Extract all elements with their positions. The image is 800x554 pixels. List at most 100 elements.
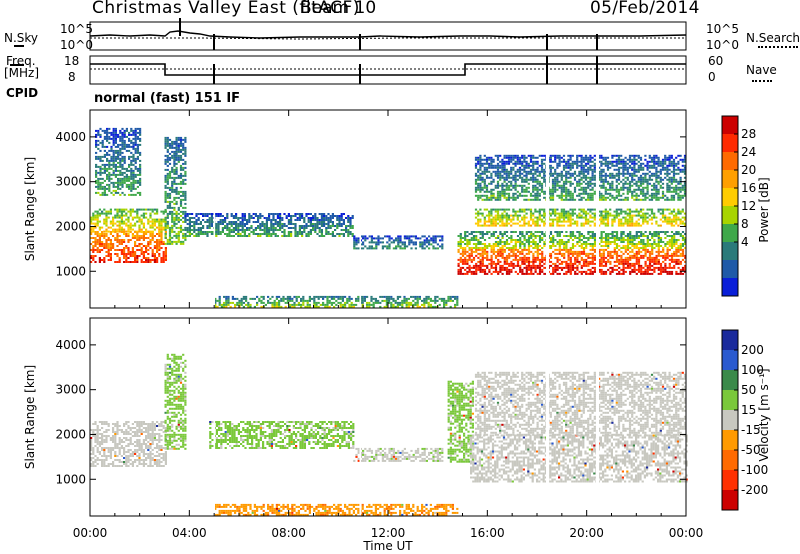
heatmap-cell bbox=[366, 237, 369, 240]
heatmap-cell bbox=[653, 260, 656, 263]
heatmap-cell bbox=[622, 231, 625, 233]
heatmap-cell bbox=[644, 270, 647, 273]
heatmap-cell bbox=[199, 221, 202, 223]
heatmap-cell bbox=[120, 210, 123, 213]
heatmap-cell bbox=[567, 248, 570, 251]
heatmap-cell bbox=[142, 239, 145, 241]
heatmap-cell bbox=[477, 174, 480, 177]
heatmap-cell bbox=[490, 208, 493, 211]
heatmap-cell bbox=[459, 247, 462, 249]
heatmap-cell bbox=[171, 184, 174, 187]
heatmap-cell bbox=[234, 303, 237, 306]
heatmap-cell bbox=[232, 229, 235, 231]
heatmap-cell bbox=[536, 254, 539, 257]
heatmap-cell bbox=[562, 208, 566, 211]
heatmap-cell bbox=[231, 297, 234, 300]
heatmap-cell bbox=[330, 295, 333, 298]
heatmap-cell bbox=[308, 299, 311, 302]
heatmap-cell bbox=[179, 228, 183, 231]
heatmap-cell bbox=[268, 215, 271, 217]
heatmap-cell bbox=[490, 166, 493, 169]
heatmap-cell bbox=[516, 154, 519, 157]
heatmap-cell bbox=[237, 233, 240, 235]
heatmap-cell bbox=[521, 262, 524, 265]
heatmap-cell bbox=[394, 305, 397, 308]
heatmap-cell bbox=[114, 230, 117, 233]
heatmap-cell bbox=[483, 158, 486, 161]
heatmap-cell bbox=[105, 235, 108, 237]
heatmap-cell bbox=[125, 129, 128, 132]
heatmap-cell bbox=[578, 216, 581, 219]
heatmap-cell bbox=[664, 237, 667, 239]
heatmap-cell bbox=[637, 241, 641, 243]
heatmap-cell bbox=[563, 256, 566, 259]
heatmap-cell bbox=[132, 175, 135, 178]
heatmap-cell bbox=[179, 166, 183, 169]
heatmap-cell bbox=[177, 206, 180, 209]
heatmap-cell bbox=[602, 250, 605, 253]
heatmap-cell bbox=[349, 217, 352, 219]
heatmap-cell bbox=[475, 239, 478, 241]
heatmap-cell bbox=[184, 166, 187, 169]
heatmap-cell bbox=[405, 305, 408, 308]
heatmap-cell bbox=[523, 166, 526, 169]
heatmap-cell bbox=[136, 145, 139, 148]
heatmap-cell bbox=[320, 221, 323, 223]
heatmap-cell bbox=[593, 254, 597, 257]
heatmap-cell bbox=[600, 256, 603, 259]
heatmap-cell bbox=[477, 196, 480, 199]
heatmap-cell bbox=[628, 214, 632, 217]
heatmap-cell bbox=[342, 233, 345, 235]
heatmap-cell bbox=[127, 230, 130, 233]
heatmap-cell bbox=[268, 235, 271, 237]
heatmap-cell bbox=[521, 208, 524, 211]
heatmap-cell bbox=[672, 210, 676, 213]
heatmap-cell bbox=[571, 222, 574, 225]
heatmap-cell bbox=[276, 223, 279, 225]
heatmap-cell bbox=[600, 270, 603, 273]
heatmap-cell bbox=[508, 252, 511, 255]
heatmap-cell bbox=[223, 305, 226, 308]
heatmap-cell bbox=[101, 231, 104, 233]
heatmap-cell bbox=[479, 247, 482, 249]
heatmap-cell bbox=[591, 270, 594, 273]
heatmap-cell bbox=[499, 196, 502, 199]
heatmap-cell bbox=[670, 270, 674, 273]
heatmap-cell bbox=[120, 241, 123, 243]
heatmap-cell bbox=[474, 194, 478, 197]
heatmap-cell bbox=[598, 260, 601, 263]
heatmap-cell bbox=[497, 260, 500, 263]
heatmap-cell bbox=[538, 210, 541, 213]
heatmap-cell bbox=[121, 185, 124, 188]
freq-panel-frame bbox=[89, 55, 687, 85]
heatmap-cell bbox=[403, 235, 406, 238]
heatmap-cell bbox=[110, 147, 113, 150]
heatmap-cell bbox=[121, 177, 124, 180]
heatmap-cell bbox=[499, 224, 502, 227]
heatmap-cell bbox=[175, 158, 178, 161]
heatmap-cell bbox=[501, 192, 504, 195]
heatmap-cell bbox=[622, 247, 625, 249]
heatmap-cell bbox=[593, 243, 597, 245]
heatmap-cell bbox=[516, 194, 519, 197]
heatmap-cell bbox=[153, 218, 156, 221]
heatmap-cell bbox=[571, 212, 574, 215]
heatmap-cell bbox=[644, 216, 647, 219]
heatmap-cell bbox=[477, 266, 480, 269]
heatmap-cell bbox=[648, 262, 652, 265]
heatmap-cell bbox=[423, 235, 426, 238]
heatmap-cell bbox=[215, 223, 218, 225]
heatmap-cell bbox=[622, 262, 625, 265]
heatmap-cell bbox=[436, 235, 439, 238]
heatmap-cell bbox=[534, 168, 537, 171]
heatmap-cell bbox=[615, 258, 619, 261]
heatmap-cell bbox=[578, 239, 581, 241]
heatmap-cell bbox=[237, 227, 240, 229]
heatmap-cell bbox=[589, 210, 592, 213]
heatmap-cell bbox=[637, 237, 641, 239]
heatmap-cell bbox=[395, 247, 398, 250]
heatmap-cell bbox=[631, 254, 634, 257]
heatmap-cell bbox=[461, 262, 465, 265]
heatmap-cell bbox=[626, 243, 630, 245]
heatmap-cell bbox=[114, 216, 117, 219]
